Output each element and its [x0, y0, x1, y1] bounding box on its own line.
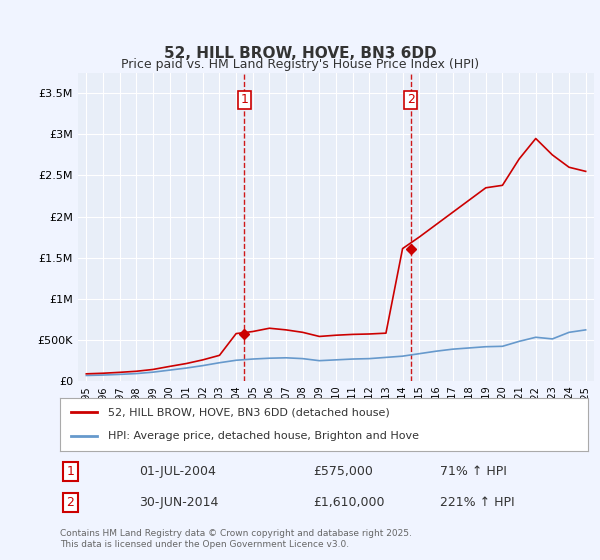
Text: 1: 1 [67, 465, 74, 478]
Text: 52, HILL BROW, HOVE, BN3 6DD: 52, HILL BROW, HOVE, BN3 6DD [164, 46, 436, 60]
Text: 221% ↑ HPI: 221% ↑ HPI [440, 496, 515, 509]
Text: £575,000: £575,000 [313, 465, 373, 478]
Text: £1,610,000: £1,610,000 [313, 496, 385, 509]
Text: 1: 1 [241, 94, 248, 106]
Text: 2: 2 [407, 94, 415, 106]
Text: 2: 2 [67, 496, 74, 509]
Text: Price paid vs. HM Land Registry's House Price Index (HPI): Price paid vs. HM Land Registry's House … [121, 58, 479, 71]
Text: 30-JUN-2014: 30-JUN-2014 [139, 496, 218, 509]
Text: Contains HM Land Registry data © Crown copyright and database right 2025.
This d: Contains HM Land Registry data © Crown c… [60, 529, 412, 549]
Text: 52, HILL BROW, HOVE, BN3 6DD (detached house): 52, HILL BROW, HOVE, BN3 6DD (detached h… [107, 408, 389, 418]
Text: HPI: Average price, detached house, Brighton and Hove: HPI: Average price, detached house, Brig… [107, 431, 419, 441]
Text: 01-JUL-2004: 01-JUL-2004 [139, 465, 216, 478]
Text: 71% ↑ HPI: 71% ↑ HPI [440, 465, 507, 478]
